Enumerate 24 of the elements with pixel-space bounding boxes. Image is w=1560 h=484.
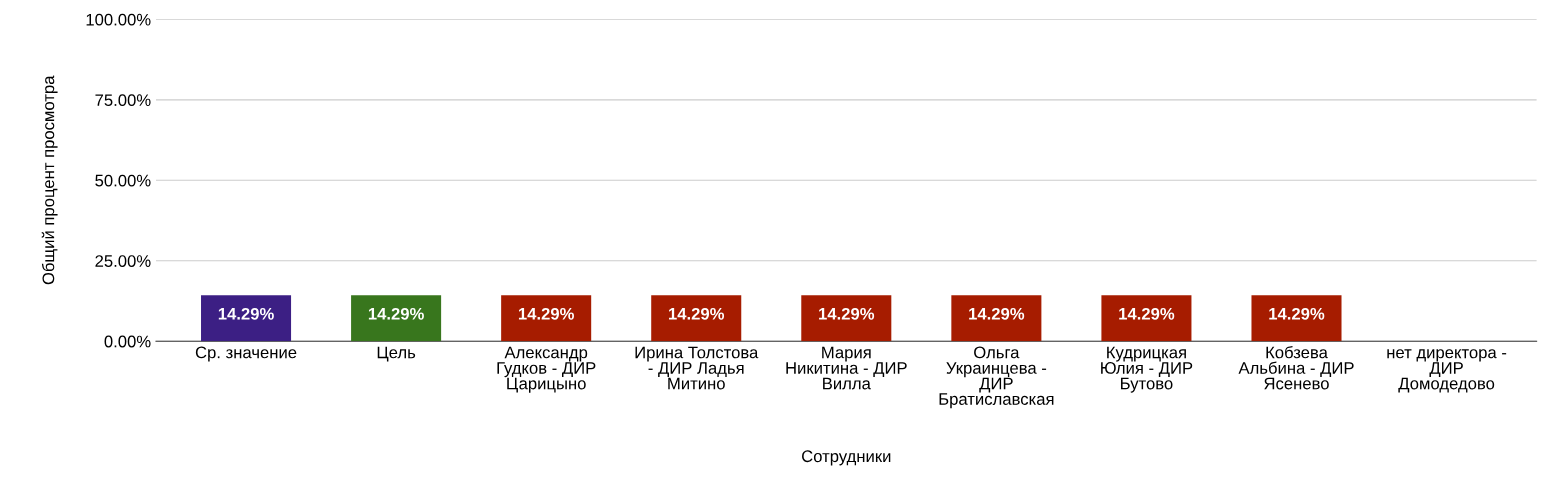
y-axis-title: Общий процент просмотра	[41, 75, 58, 285]
data-label: 14.29%	[518, 307, 574, 320]
data-label: 14.29%	[819, 307, 875, 320]
x-tick-label: Цель	[377, 346, 416, 362]
y-tick-label: 25.00%	[95, 255, 151, 267]
data-label: 14.29%	[1119, 307, 1175, 320]
data-label: 14.29%	[669, 307, 725, 320]
data-label: 14.29%	[1269, 307, 1325, 320]
x-tick-label: Мария Никитина - ДИР Вилла	[786, 346, 907, 390]
x-tick-label: Ольга Украинцева - ДИР Братиславская	[939, 346, 1054, 409]
data-label: 14.29%	[368, 307, 424, 320]
y-tick-label: 100.00%	[86, 13, 151, 26]
x-axis-title: Сотрудники	[802, 450, 891, 466]
data-label: 14.29%	[218, 307, 274, 320]
x-tick-label: Александр Гудков - ДИР Царицыно	[497, 346, 596, 393]
x-tick-label: Ср. значение	[195, 346, 297, 362]
x-tick-label: нет директора - ДИР Домодедово	[1387, 349, 1507, 393]
y-tick-label: 75.00%	[95, 94, 151, 107]
x-tick-label: Кудрицкая Юлия - ДИР Бутово	[1101, 346, 1193, 393]
x-tick-label: Кобзева Альбина - ДИР Ясенево	[1238, 345, 1354, 390]
y-tick-label: 50.00%	[95, 174, 151, 187]
y-tick-label: 0.00%	[104, 335, 151, 348]
data-label: 14.29%	[969, 307, 1025, 320]
x-tick-label: Ирина Толстова - ДИР Ладья Митино	[635, 346, 759, 390]
